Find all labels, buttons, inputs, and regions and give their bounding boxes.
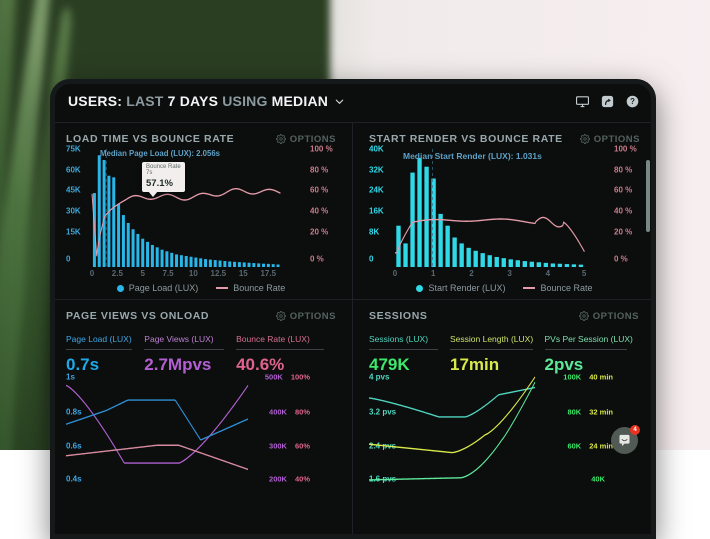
svg-text:?: ? bbox=[630, 97, 635, 106]
